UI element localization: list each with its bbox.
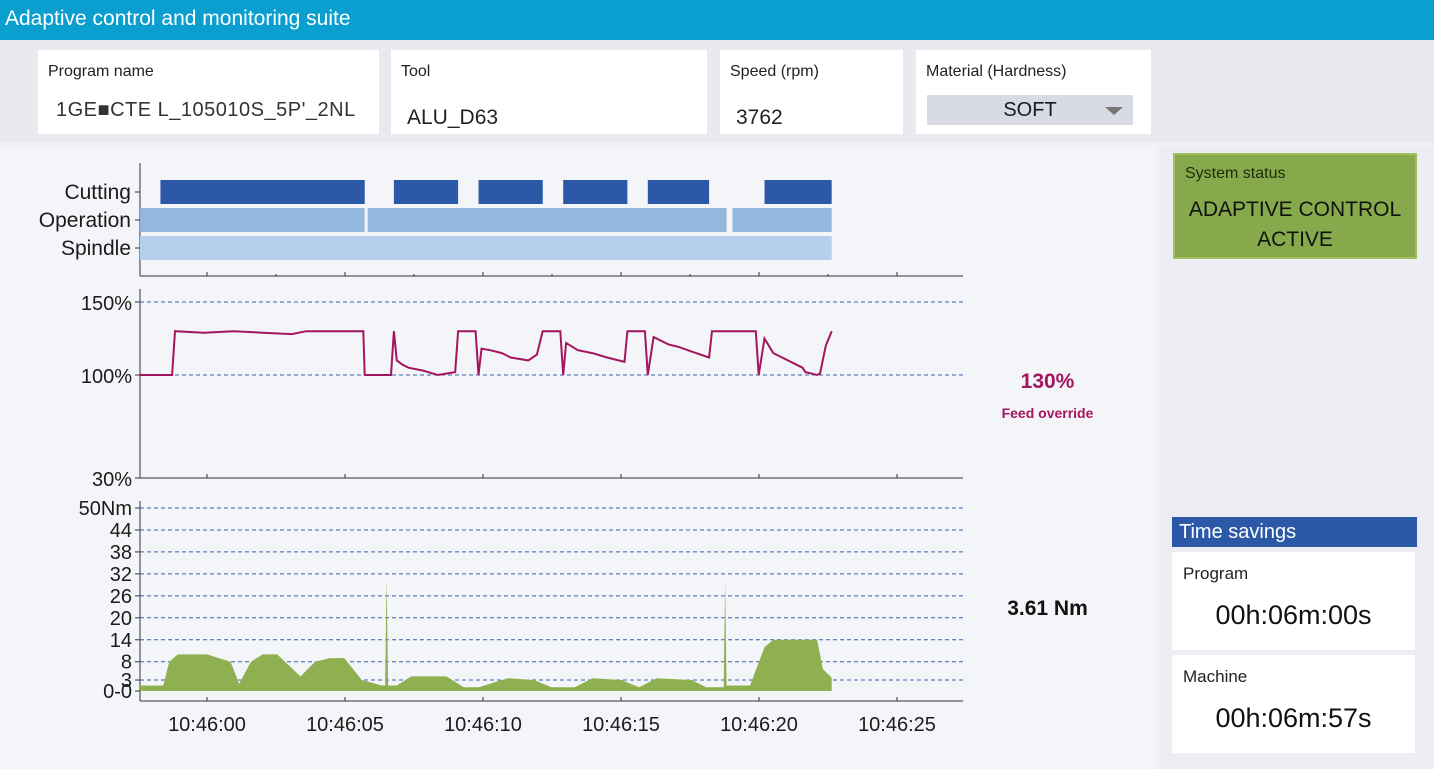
timeline-segment: [367, 208, 727, 232]
torque-x-tick-label: 10:46:05: [306, 714, 384, 736]
timeline-segment: [140, 208, 365, 232]
feed-override-line: [140, 330, 833, 377]
time-savings-machine-card: Machine 00h:06m:57s: [1172, 655, 1415, 753]
chevron-down-icon[interactable]: [1105, 107, 1123, 115]
speed-value: 3762: [736, 106, 783, 129]
program-name-value: 1GE■CTE L_105010S_5P'_2NL: [56, 99, 356, 121]
tool-label: Tool: [401, 63, 431, 80]
material-dropdown[interactable]: SOFT: [927, 95, 1133, 125]
time-savings-program-label: Program: [1183, 564, 1249, 583]
timeline-segment: [478, 180, 543, 204]
timeline-lane-label: Spindle: [61, 237, 131, 260]
torque-y-tick-label: 20: [110, 608, 132, 630]
torque-x-tick-label: 10:46:25: [858, 714, 936, 736]
program-name-card: Program name 1GE■CTE L_105010S_5P'_2NL: [38, 50, 379, 134]
timeline-lane-label: Operation: [39, 209, 131, 232]
material-label: Material (Hardness): [926, 63, 1067, 80]
time-savings-program-value: 00h:06m:00s: [1215, 600, 1372, 630]
torque-y-tick-label: 26: [110, 586, 132, 608]
time-savings-program-card: Program 00h:06m:00s: [1172, 552, 1415, 650]
timeline-segment: [647, 180, 710, 204]
system-status-line-1: ADAPTIVE CONTROL: [1188, 198, 1402, 221]
tool-value: ALU_D63: [407, 106, 499, 129]
timeline-chart: Cutting Operation Spindle: [39, 163, 963, 277]
timeline-segment: [563, 180, 628, 204]
torque-y-tick-label: 3: [121, 670, 132, 692]
torque-x-tick-label: 10:46:15: [582, 714, 660, 736]
torque-x-tick-label: 10:46:00: [168, 714, 246, 736]
torque-y-tick-label: 44: [110, 520, 132, 542]
material-card: Material (Hardness) SOFT: [916, 50, 1151, 134]
time-savings-machine-label: Machine: [1183, 667, 1248, 686]
speed-label: Speed (rpm): [730, 63, 819, 80]
torque-x-tick-label: 10:46:10: [444, 714, 522, 736]
torque-value: 3.61 Nm: [1007, 597, 1088, 620]
torque-y-tick-label: 0-0: [103, 681, 132, 703]
speed-card: Speed (rpm) 3762: [720, 50, 903, 134]
timeline-lane-label: Cutting: [64, 181, 131, 204]
time-savings-machine-value: 00h:06m:57s: [1215, 703, 1372, 733]
monitoring-charts: Cutting Operation Spindle 150% 100% 30% 50Nm…: [39, 163, 963, 736]
timeline-segment: [732, 208, 832, 232]
torque-x-tick-label: 10:46:20: [720, 714, 798, 736]
system-status-message: ADAPTIVE CONTROL ACTIVE: [1175, 195, 1415, 255]
torque-y-tick-label: 32: [110, 564, 132, 586]
torque-area: [140, 577, 832, 691]
timeline-segment: [764, 180, 832, 204]
time-savings-header: Time savings: [1172, 517, 1417, 547]
torque-y-tick-label: 38: [110, 542, 132, 564]
feed-y-tick-label: 100%: [81, 366, 132, 388]
torque-y-tick-label: 8: [121, 652, 132, 674]
feed-y-tick-label: 150%: [81, 293, 132, 315]
timeline-segment: [393, 180, 459, 204]
feed-override-label: Feed override: [1001, 405, 1094, 421]
torque-y-tick-label: 14: [110, 630, 132, 652]
material-value: SOFT: [1003, 99, 1057, 121]
timeline-segment: [160, 180, 365, 204]
feed-override-chart: 150% 100% 30%: [81, 289, 963, 491]
feed-y-tick-label: 30%: [92, 469, 132, 491]
system-status-line-2: ACTIVE: [1257, 228, 1333, 251]
feed-override-value: 130%: [1020, 370, 1075, 393]
app-title: Adaptive control and monitoring suite: [0, 0, 1434, 40]
timeline-segment: [140, 236, 832, 260]
system-status-label: System status: [1185, 165, 1286, 182]
torque-y-tick-label: 50Nm: [79, 498, 132, 520]
tool-card: Tool ALU_D63: [391, 50, 707, 134]
system-status-card: System status ADAPTIVE CONTROL ACTIVE: [1173, 153, 1417, 259]
program-name-label: Program name: [48, 63, 154, 80]
